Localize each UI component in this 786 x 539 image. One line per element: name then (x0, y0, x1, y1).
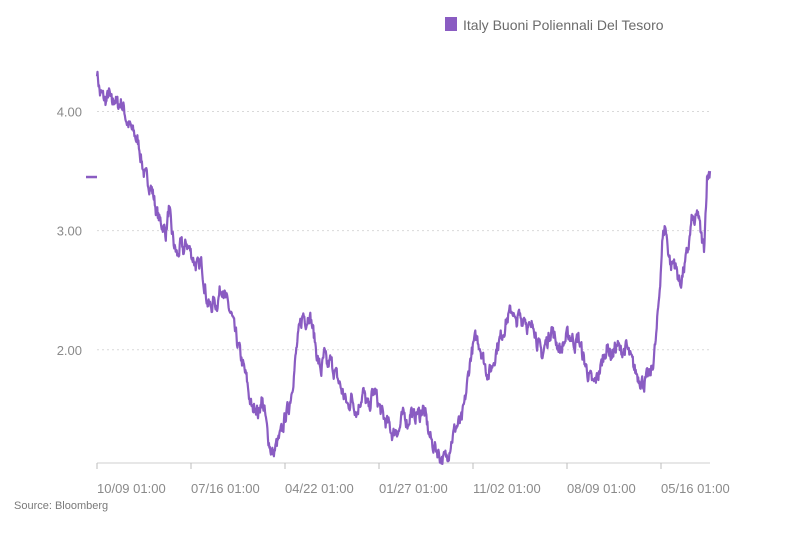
y-axis: 2.00 3.00 4.00 (57, 104, 82, 357)
series-line-italy-btp (95, 70, 712, 465)
x-tick-label: 10/09 01:00 (97, 481, 166, 496)
x-axis: 10/09 01:00 07/16 01:00 04/22 01:00 01/27 0… (96, 462, 730, 496)
gridlines (97, 110, 710, 351)
y-tick-label: 3.00 (57, 224, 82, 239)
x-tick-label: 07/16 01:00 (191, 481, 260, 496)
legend-label: Italy Buoni Poliennali Del Tesoro (463, 17, 664, 33)
source-note: Source: Bloomberg (14, 500, 109, 512)
legend: Italy Buoni Poliennali Del Tesoro (445, 17, 664, 33)
x-tick-label: 01/27 01:00 (379, 481, 448, 496)
y-tick-label: 4.00 (57, 104, 82, 119)
x-tick-label: 05/16 01:00 (661, 481, 730, 496)
y-tick-label: 2.00 (57, 343, 82, 358)
legend-swatch (445, 17, 457, 31)
x-tick-label: 08/09 01:00 (567, 481, 636, 496)
x-tick-label: 04/22 01:00 (285, 481, 354, 496)
x-tick-label: 11/02 01:00 (473, 481, 541, 496)
